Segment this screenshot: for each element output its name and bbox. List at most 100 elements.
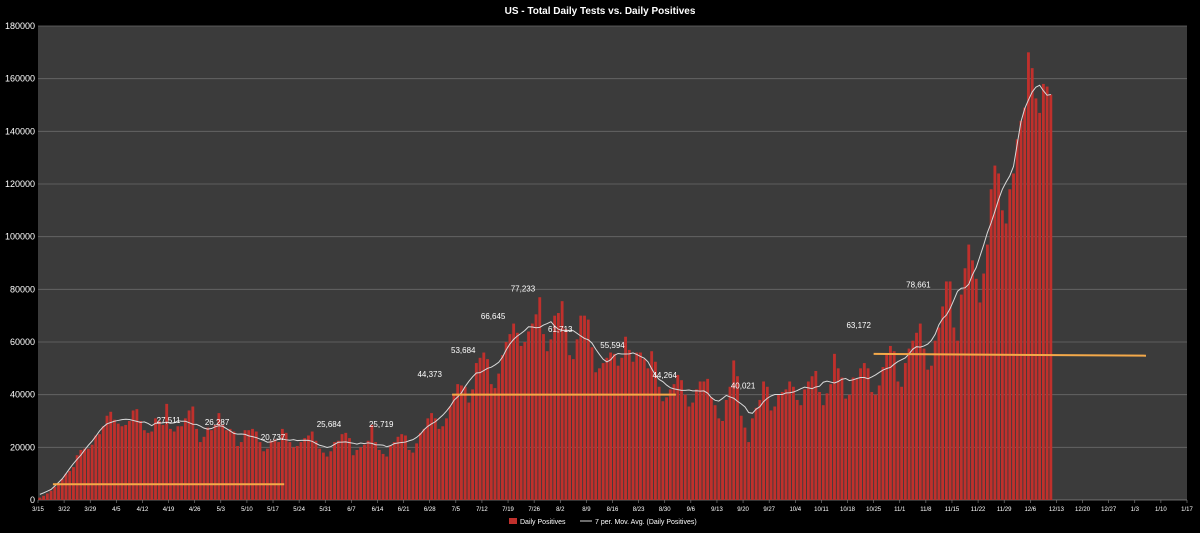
y-tick-label: 80000: [10, 284, 35, 294]
bar: [829, 384, 833, 500]
bar: [113, 419, 116, 500]
bar: [825, 393, 829, 500]
bar: [217, 413, 221, 500]
x-tick-label: 10/25: [866, 507, 882, 513]
bar: [433, 418, 437, 500]
bar: [38, 497, 42, 500]
bar: [750, 418, 754, 500]
bar: [754, 407, 758, 500]
bar: [948, 281, 952, 500]
bar: [765, 386, 769, 500]
bar: [489, 384, 493, 500]
bar: [918, 323, 922, 500]
bar: [359, 447, 363, 500]
bar: [348, 438, 351, 500]
bar: [474, 363, 478, 500]
bar: [109, 411, 113, 500]
bar: [963, 268, 967, 500]
bar: [967, 244, 971, 500]
x-tick-label: 12/6: [1024, 507, 1036, 513]
bar: [833, 353, 836, 500]
bar: [844, 398, 848, 500]
bar: [221, 424, 225, 500]
data-label: 40,021: [731, 382, 756, 391]
bar: [418, 432, 422, 500]
bar: [538, 297, 542, 500]
bar: [1030, 68, 1034, 500]
x-axis-ticks: 3/15 3/22 3/29 4/5 4/12 4/19 4/26 5/3 5/10 5/17 5/…: [32, 500, 1193, 513]
bar: [385, 456, 389, 500]
data-label: 53,684: [451, 346, 476, 355]
bar: [534, 314, 538, 500]
bar: [94, 435, 98, 500]
bar: [564, 328, 568, 500]
bar: [202, 436, 206, 500]
bar: [971, 260, 974, 500]
bar: [258, 442, 262, 500]
bar: [426, 418, 430, 500]
bar: [310, 431, 314, 500]
bar: [243, 430, 247, 500]
bar: [896, 381, 900, 500]
bar: [571, 359, 575, 500]
bar: [530, 323, 534, 500]
x-tick-label: 6/7: [347, 507, 356, 513]
bar: [784, 389, 788, 500]
bar: [329, 451, 333, 500]
bar: [321, 452, 325, 500]
bar: [862, 363, 866, 500]
bar: [627, 349, 631, 500]
bar: [915, 332, 918, 500]
bar: [642, 359, 646, 500]
bar: [456, 384, 460, 500]
bar: [161, 424, 165, 500]
bar: [616, 365, 620, 500]
bar: [273, 439, 277, 500]
bar: [45, 493, 49, 500]
bar: [1004, 223, 1008, 500]
bar: [154, 418, 157, 500]
bar: [1027, 52, 1030, 500]
line-series-moving-average: [39, 84, 1051, 495]
bar: [478, 357, 482, 500]
bar: [762, 381, 766, 500]
bar: [736, 376, 739, 500]
bar: [590, 347, 594, 500]
bar: [351, 455, 355, 500]
bar: [907, 348, 911, 500]
bar: [228, 428, 232, 500]
bar: [672, 384, 676, 500]
y-tick-label: 20000: [10, 442, 35, 452]
bar: [333, 442, 336, 500]
bar: [247, 430, 251, 500]
x-tick-label: 12/13: [1049, 507, 1065, 513]
bar: [747, 442, 751, 500]
bar: [415, 443, 419, 500]
bar: [982, 273, 986, 500]
bar: [851, 377, 855, 500]
bar: [900, 386, 904, 500]
x-tick-label: 8/2: [556, 507, 565, 513]
chart-title: US - Total Daily Tests vs. Daily Positiv…: [505, 6, 696, 17]
bar: [377, 449, 381, 500]
bar: [266, 448, 269, 500]
bar: [463, 386, 467, 500]
bar: [75, 455, 79, 500]
bar: [579, 315, 583, 500]
bar: [131, 410, 135, 500]
bar: [657, 386, 661, 500]
bar: [135, 409, 139, 500]
bar: [993, 165, 997, 501]
bar: [605, 357, 609, 500]
bar: [392, 442, 396, 500]
bar: [911, 340, 915, 500]
bar: [355, 449, 359, 500]
bar: [806, 381, 810, 500]
bar: [441, 426, 445, 500]
bar: [1023, 107, 1027, 500]
legend-swatch-daily-positives: [509, 518, 517, 524]
bar: [717, 418, 721, 500]
bar: [157, 421, 161, 500]
data-label: 25,684: [317, 420, 342, 429]
bar: [527, 331, 530, 500]
